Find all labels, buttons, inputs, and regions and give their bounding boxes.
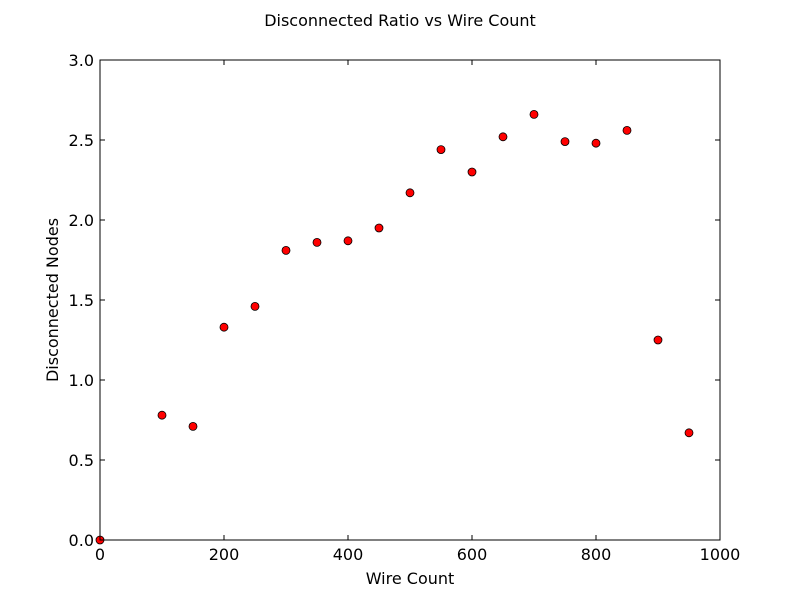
data-point [684,428,694,438]
data-point [622,125,632,135]
data-point [498,132,508,142]
x-axis: 0 200 400 600 800 1000 [95,60,740,564]
data-point [312,237,322,247]
data-point [219,322,229,332]
y-tick-label: 0.5 [69,451,94,470]
x-tick-label: 800 [581,545,612,564]
data-point [560,137,570,147]
x-tick-label: 0 [95,545,105,564]
data-point [591,138,601,148]
y-tick-label: 3.0 [69,51,94,70]
y-axis: 0.0 0.5 1.0 1.5 2.0 2.5 3.0 [69,51,720,550]
y-tick-label: 1.0 [69,371,94,390]
data-point [343,236,353,246]
data-point [529,110,539,119]
y-tick-label: 0.0 [69,531,94,550]
data-point [250,301,260,311]
y-tick-label: 2.0 [69,211,94,230]
data-point [436,145,446,155]
data-point [374,223,384,233]
data-point [467,167,477,177]
plot-area [95,110,694,545]
y-tick-label: 1.5 [69,291,94,310]
chart-title: Disconnected Ratio vs Wire Count [264,11,536,30]
data-point [405,188,415,198]
x-tick-label: 200 [209,545,240,564]
y-axis-label: Disconnected Nodes [43,218,62,382]
data-point [157,410,167,420]
x-tick-label: 1000 [700,545,741,564]
data-point [653,335,663,345]
x-tick-label: 600 [457,545,488,564]
y-tick-label: 2.5 [69,131,94,150]
x-tick-label: 400 [333,545,364,564]
x-axis-label: Wire Count [366,569,455,588]
data-point [281,245,291,255]
data-point [188,421,198,431]
